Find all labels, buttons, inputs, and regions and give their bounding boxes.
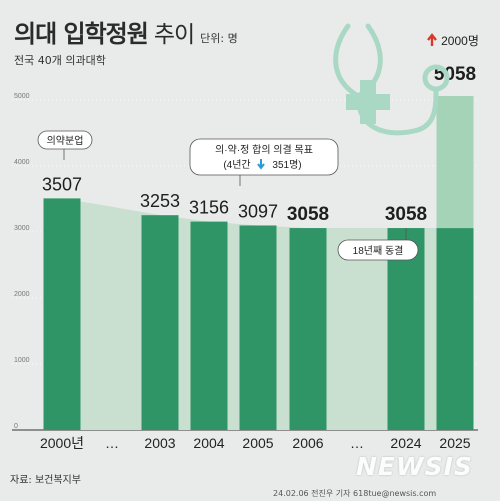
callout-agreement-title: 의·약·정 합의 의결 목표 (215, 144, 313, 156)
bar (239, 225, 277, 430)
bar (43, 198, 81, 430)
callout-box (189, 138, 339, 176)
x-tick-label: 2003 (144, 435, 175, 451)
callout-box (337, 239, 419, 261)
y-tick-label: 4000 (14, 159, 30, 166)
source-note: 자료: 보건복지부 (10, 475, 81, 486)
x-tick-label: 2006 (292, 435, 323, 451)
y-tick-label: 2000 (14, 291, 30, 298)
y-tick-label: 0 (14, 423, 18, 430)
bar-layer (43, 95, 474, 430)
bar (387, 228, 425, 430)
callout-separation-text: 의약분업 (47, 134, 84, 147)
value-label: 3058 (385, 204, 427, 225)
bar (141, 215, 179, 430)
value-label: 3097 (238, 201, 278, 221)
down-arrow-icon (257, 159, 265, 170)
page-title-suffix: 추이 (153, 22, 195, 48)
y-tick-label: 1000 (14, 357, 30, 364)
increase-label: 2000명 (441, 34, 479, 48)
callout-box (37, 130, 93, 150)
newsis-watermark: NEWSIS (356, 452, 473, 481)
y-tick-label: 3000 (14, 225, 30, 232)
y-tick-label: 5000 (14, 93, 30, 100)
up-arrow-icon (427, 33, 437, 46)
bar (289, 228, 327, 430)
value-label: 3253 (140, 191, 180, 211)
x-tick-label: 2005 (242, 435, 273, 451)
callout-agreement-prefix: (4년간 (223, 159, 250, 171)
x-tick-label: 2004 (193, 435, 224, 451)
bar (190, 221, 228, 430)
unit-label: 단위: 명 (200, 32, 238, 45)
callout-agreement-value: 351명) (272, 159, 301, 171)
value-label: 3058 (287, 204, 329, 225)
value-label: 3507 (42, 174, 82, 194)
credit-note: 24.02.06 전진우 기자 618tue@newsis.com (273, 489, 437, 498)
x-tick-label: … (350, 435, 364, 451)
bar (436, 228, 474, 430)
subtitle: 전국 40개 의과대학 (14, 54, 106, 67)
x-tick-label: … (105, 435, 119, 451)
callout-freeze-text: 18년째 동결 (353, 245, 404, 257)
x-tick-label: 2025 (439, 435, 470, 451)
bar-increase (436, 95, 474, 229)
value-label: 3156 (189, 198, 229, 218)
stethoscope-icon (333, 23, 450, 136)
title-row: 의대 입학정원 추이 단위: 명 (14, 14, 238, 49)
x-tick-label: 2024 (390, 435, 421, 451)
x-tick-label: 2000년 (40, 435, 84, 451)
page-title: 의대 입학정원 (14, 20, 149, 48)
